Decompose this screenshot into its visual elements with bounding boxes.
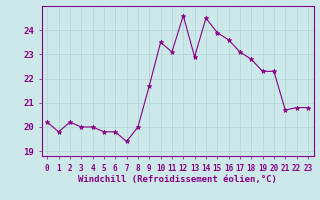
X-axis label: Windchill (Refroidissement éolien,°C): Windchill (Refroidissement éolien,°C)	[78, 175, 277, 184]
